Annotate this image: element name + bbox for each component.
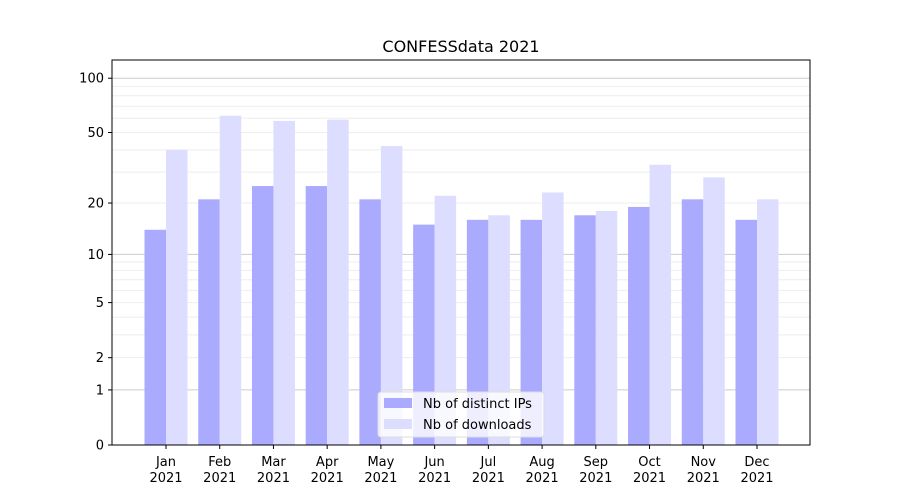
bar-downloads xyxy=(273,120,295,445)
x-tick-label-line: 2021 xyxy=(418,471,451,486)
x-tick-label-line: 2021 xyxy=(526,471,559,486)
x-tick-label-line: Oct xyxy=(638,455,660,470)
y-tick-label: 50 xyxy=(87,126,104,141)
bar-distinct-ips xyxy=(198,199,220,445)
bar-downloads xyxy=(542,192,564,445)
x-tick-label-line: 2021 xyxy=(257,471,290,486)
bar-distinct-ips xyxy=(735,219,757,445)
x-tick-label-line: Aug xyxy=(529,455,554,470)
bar-distinct-ips xyxy=(628,206,650,445)
x-tick-label-line: Jun xyxy=(423,455,444,470)
x-tick-label: Jun 2021 xyxy=(418,455,451,486)
x-tick-label: Aug 2021 xyxy=(526,455,559,486)
y-tick-label: 20 xyxy=(87,197,104,212)
x-tick-label: Feb 2021 xyxy=(203,455,236,486)
legend-label-ips: Nb of distinct IPs xyxy=(423,397,532,412)
x-tick-label-line: 2021 xyxy=(149,471,182,486)
x-tick-label-line: Apr xyxy=(316,455,339,470)
legend: Nb of distinct IPs Nb of downloads xyxy=(377,391,545,438)
x-tick-label-line: Dec xyxy=(744,455,769,470)
x-tick-label-line: Jul xyxy=(480,455,497,470)
bar-downloads xyxy=(595,210,618,445)
plot-frame xyxy=(111,59,811,446)
x-tick-label: Dec 2021 xyxy=(740,455,773,486)
x-tick-label: May 2021 xyxy=(364,455,397,486)
chart-title: CONFESSdata 2021 xyxy=(382,37,539,56)
y-tick-label: 2 xyxy=(96,351,104,366)
x-tick-label: Oct 2021 xyxy=(633,455,666,486)
y-tick-label: 10 xyxy=(87,248,104,263)
x-tick-label: Nov 2021 xyxy=(687,455,720,486)
bar-downloads xyxy=(649,164,672,445)
x-tick-label-line: 2021 xyxy=(364,471,397,486)
bar-downloads xyxy=(166,149,188,445)
legend-label-downloads: Nb of downloads xyxy=(423,418,532,433)
bar-distinct-ips xyxy=(359,199,381,445)
x-tick-label: Sep 2021 xyxy=(579,455,612,486)
x-tick-label-line: May xyxy=(367,455,394,470)
bars xyxy=(144,115,779,446)
bar-distinct-ips xyxy=(413,224,435,445)
legend-swatch-downloads xyxy=(384,419,412,429)
y-tick-label: 100 xyxy=(79,72,104,87)
x-tick-label-line: 2021 xyxy=(633,471,666,486)
bar-downloads xyxy=(488,215,510,445)
y-tick-label: 1 xyxy=(96,383,104,398)
bar-downloads xyxy=(327,119,349,446)
bar-distinct-ips xyxy=(574,215,596,445)
bar-distinct-ips xyxy=(681,199,704,445)
bar-downloads xyxy=(434,195,457,445)
x-tick-label-line: Sep xyxy=(584,455,609,470)
bar-downloads xyxy=(219,115,242,445)
bar-distinct-ips xyxy=(251,186,274,445)
legend-frame xyxy=(377,391,545,438)
x-tick-label-line: Feb xyxy=(208,455,231,470)
x-tick-label-line: 2021 xyxy=(311,471,344,486)
y-tick-label: 0 xyxy=(96,439,104,454)
x-tick-label-line: 2021 xyxy=(472,471,505,486)
x-tick-label: Jan 2021 xyxy=(149,455,182,486)
bar-downloads xyxy=(703,177,725,445)
x-tick-label: Mar 2021 xyxy=(257,455,290,486)
bar-distinct-ips xyxy=(466,219,489,445)
x-tick-label-line: Jan xyxy=(155,455,176,470)
x-tick-label-line: 2021 xyxy=(579,471,612,486)
y-tick-label: 5 xyxy=(96,296,104,311)
x-tick-label-line: 2021 xyxy=(203,471,236,486)
bar-distinct-ips xyxy=(520,219,543,445)
x-tick-label-line: Mar xyxy=(261,455,286,470)
x-tick-label-line: 2021 xyxy=(687,471,720,486)
x-tick-label-line: 2021 xyxy=(740,471,773,486)
bar-distinct-ips xyxy=(144,229,166,445)
bar-downloads xyxy=(757,199,779,445)
bar-downloads xyxy=(380,146,403,445)
x-tick-label: Apr 2021 xyxy=(311,455,344,486)
x-tick-label-line: Nov xyxy=(691,455,717,470)
y-axis: 0 1 2 5 10 20 50 100 xyxy=(79,72,112,454)
x-tick-label: Jul 2021 xyxy=(472,455,505,486)
legend-swatch-ips xyxy=(384,398,412,408)
bar-distinct-ips xyxy=(305,186,328,445)
